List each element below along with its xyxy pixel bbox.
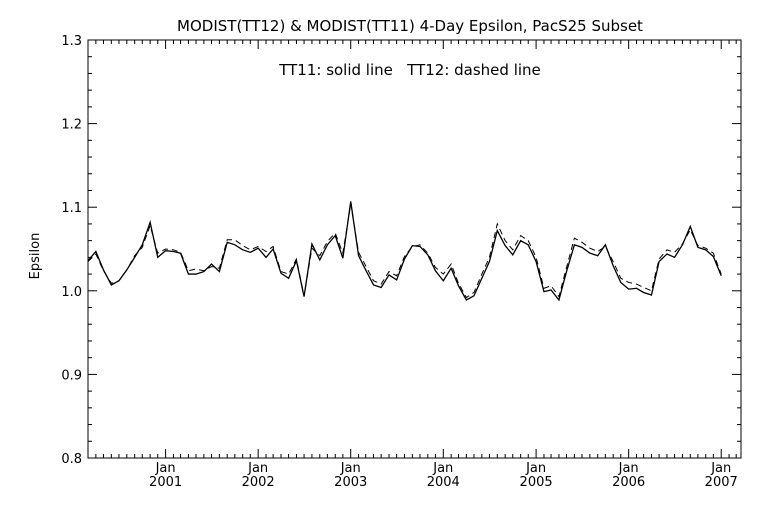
- y-tick-label: 0.8: [61, 452, 82, 467]
- y-tick-label: 0.9: [61, 368, 82, 383]
- x-axis: Jan2001Jan2002Jan2003Jan2004Jan2005Jan20…: [87, 40, 738, 490]
- x-tick-month-label: Jan: [340, 461, 361, 476]
- series-lines: [87, 201, 722, 302]
- x-tick-year-label: 2001: [149, 475, 182, 490]
- x-tick-year-label: 2007: [705, 475, 738, 490]
- y-tick-label: 1.0: [61, 285, 82, 300]
- chart-title: MODIST(TT12) & MODIST(TT11) 4-Day Epsilo…: [177, 17, 643, 35]
- x-tick-year-label: 2006: [612, 475, 645, 490]
- x-tick-month-label: Jan: [710, 461, 731, 476]
- x-tick-year-label: 2003: [334, 475, 367, 490]
- x-tick-month-label: Jan: [247, 461, 268, 476]
- x-tick-year-label: 2004: [427, 475, 460, 490]
- series-line-tt12: [87, 203, 722, 299]
- x-tick-month-label: Jan: [155, 461, 176, 476]
- y-tick-label: 1.2: [61, 118, 82, 133]
- line-style-annotation: TT11: solid line TT12: dashed line: [278, 61, 541, 79]
- series-line-tt11: [87, 201, 722, 302]
- x-tick-year-label: 2005: [520, 475, 553, 490]
- x-tick-year-label: 2002: [242, 475, 275, 490]
- x-tick-month-label: Jan: [618, 461, 639, 476]
- y-tick-label: 1.1: [61, 201, 82, 216]
- y-axis: 0.8 0.9 1.0 1.1 1.2 1.3: [61, 34, 741, 467]
- x-tick-month-label: Jan: [432, 461, 453, 476]
- plot-frame: [87, 39, 742, 459]
- y-tick-label: 1.3: [61, 34, 82, 49]
- y-axis-label: Epsilon: [28, 233, 43, 280]
- x-tick-month-label: Jan: [525, 461, 546, 476]
